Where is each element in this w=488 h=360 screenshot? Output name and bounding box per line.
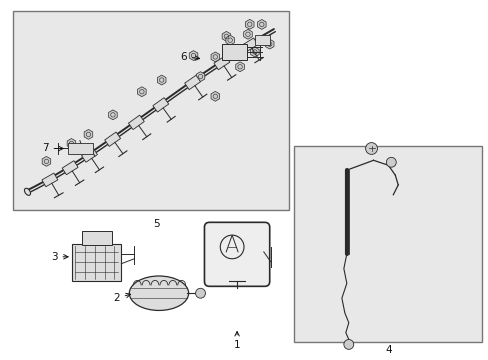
Circle shape (343, 339, 353, 349)
Polygon shape (242, 38, 257, 52)
Ellipse shape (24, 188, 30, 195)
Text: 7: 7 (42, 144, 63, 153)
Polygon shape (243, 30, 252, 39)
Polygon shape (184, 75, 200, 90)
Polygon shape (222, 31, 230, 41)
Text: 6: 6 (180, 52, 199, 62)
Polygon shape (153, 98, 168, 112)
Text: 4: 4 (384, 345, 391, 355)
Ellipse shape (129, 276, 188, 310)
Polygon shape (104, 132, 121, 147)
Circle shape (195, 288, 205, 298)
Text: 1: 1 (233, 332, 240, 350)
Text: 2: 2 (113, 293, 130, 303)
Polygon shape (67, 139, 76, 148)
Polygon shape (245, 19, 253, 29)
Bar (72, 244, 121, 282)
Polygon shape (235, 62, 244, 72)
Polygon shape (196, 72, 204, 82)
Polygon shape (265, 39, 273, 49)
Polygon shape (189, 51, 198, 60)
Bar (222, 44, 246, 60)
Polygon shape (128, 115, 144, 130)
Polygon shape (214, 55, 229, 70)
Text: 3: 3 (51, 252, 68, 262)
Polygon shape (62, 161, 78, 175)
Polygon shape (137, 87, 146, 96)
Bar (13, 11, 289, 210)
Polygon shape (84, 130, 93, 139)
Bar (294, 145, 481, 342)
Text: 5: 5 (152, 219, 159, 229)
Polygon shape (257, 19, 265, 30)
FancyBboxPatch shape (204, 222, 269, 286)
Polygon shape (211, 52, 219, 62)
Bar (68, 143, 93, 154)
Polygon shape (42, 157, 51, 166)
Polygon shape (211, 91, 219, 101)
Polygon shape (157, 75, 165, 85)
Bar (254, 35, 269, 45)
Polygon shape (42, 173, 58, 187)
Polygon shape (81, 148, 97, 162)
Circle shape (386, 157, 395, 167)
Bar (81, 231, 111, 245)
Polygon shape (108, 110, 117, 120)
Circle shape (365, 143, 377, 154)
Polygon shape (225, 35, 234, 45)
Polygon shape (250, 47, 259, 57)
